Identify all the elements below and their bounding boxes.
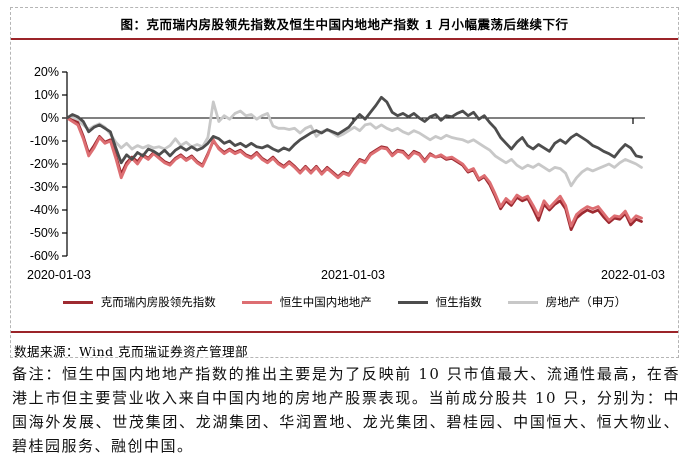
- chart-card: 图：克而瑞内房股领先指数及恒生中国内地地产指数 1 月小幅震荡后继续下行 20%…: [10, 7, 679, 359]
- chart-legend: 克而瑞内房股领先指数 恒生中国内地地产 恒生指数 房地产（申万）: [11, 294, 678, 310]
- x-tick-label: 2022-01-03: [601, 268, 665, 282]
- legend-label-hs-mainland-property: 恒生中国内地地产: [279, 295, 372, 309]
- accent-rule: [11, 331, 678, 333]
- y-tick-label: 0%: [41, 111, 59, 125]
- footnote-text: 备注：恒生中国内地地产指数的推出主要是为了反映前 10 只市值最大、流通性最高，…: [12, 365, 680, 455]
- legend-label-cric: 克而瑞内房股领先指数: [100, 295, 216, 309]
- legend-item-hs-mainland-property: 恒生中国内地地产: [241, 294, 372, 310]
- legend-item-sw-realestate: 房地产（申万）: [507, 294, 627, 310]
- legend-label-hsi: 恒生指数: [435, 295, 482, 309]
- y-tick-label: -40%: [30, 203, 59, 217]
- legend-label-sw-realestate: 房地产（申万）: [545, 295, 627, 309]
- x-tick-label: 2021-01-03: [321, 268, 385, 282]
- sw-realestate-line-swatch: [507, 300, 538, 304]
- cric-line-swatch: [62, 300, 93, 304]
- legend-item-hsi: 恒生指数: [397, 294, 482, 310]
- y-tick-label: -30%: [30, 180, 59, 194]
- series-line-0: [65, 116, 643, 232]
- series-line-2: [65, 95, 643, 165]
- data-source-line: 数据来源：Wind 克而瑞证券资产管理部: [14, 344, 249, 359]
- hs-mainland-property-line-swatch: [241, 300, 272, 304]
- hsi-line-swatch: [397, 300, 428, 304]
- y-tick-label: 20%: [34, 65, 59, 79]
- x-tick-label: 2020-01-03: [27, 268, 91, 282]
- y-tick-label: -50%: [30, 226, 59, 240]
- chart-title: 图：克而瑞内房股领先指数及恒生中国内地地产指数 1 月小幅震荡后继续下行: [11, 8, 678, 40]
- legend-item-cric: 克而瑞内房股领先指数: [62, 294, 216, 310]
- y-tick-label: -60%: [30, 249, 59, 263]
- series-line-1: [65, 116, 643, 228]
- y-tick-label: 10%: [34, 88, 59, 102]
- series-line-3: [65, 100, 643, 188]
- y-tick-label: -20%: [30, 157, 59, 171]
- y-tick-label: -10%: [30, 134, 59, 148]
- line-chart-svg: 20% 10% 0% -10% -20% -30% -40% -50% -60% 2020-01-…: [27, 65, 665, 282]
